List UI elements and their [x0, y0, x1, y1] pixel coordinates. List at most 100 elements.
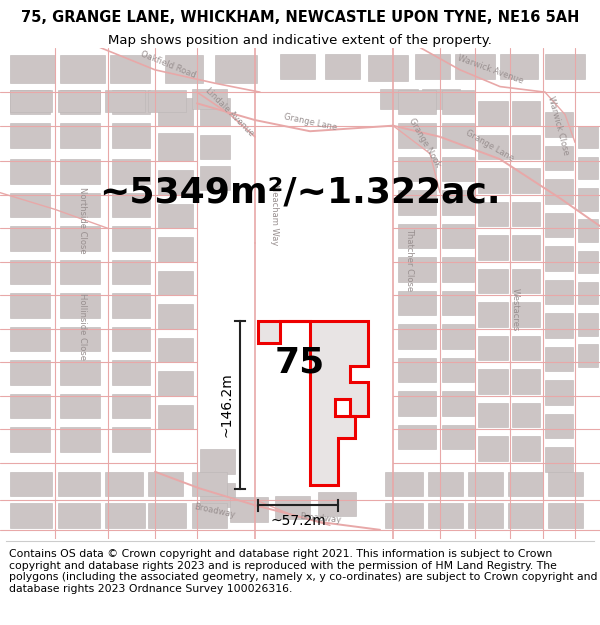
Bar	[508, 503, 543, 528]
Bar	[545, 347, 573, 371]
Text: ~5349m²/~1.322ac.: ~5349m²/~1.322ac.	[99, 176, 501, 209]
Bar	[10, 90, 50, 114]
Bar	[545, 246, 573, 271]
Bar	[58, 472, 100, 496]
Bar	[60, 226, 100, 251]
Text: 75, GRANGE LANE, WHICKHAM, NEWCASTLE UPON TYNE, NE16 5AH: 75, GRANGE LANE, WHICKHAM, NEWCASTLE UPO…	[21, 9, 579, 24]
Bar	[512, 269, 540, 293]
Text: Grange Nook: Grange Nook	[407, 116, 443, 169]
Bar	[398, 224, 436, 249]
Bar	[58, 503, 100, 528]
Bar	[10, 360, 50, 384]
Bar	[10, 226, 50, 251]
Bar	[10, 259, 50, 284]
Bar	[158, 238, 193, 262]
Bar	[512, 235, 540, 259]
Bar	[398, 324, 436, 349]
Bar	[512, 369, 540, 394]
Text: Map shows position and indicative extent of the property.: Map shows position and indicative extent…	[108, 34, 492, 48]
Bar	[158, 98, 193, 126]
Bar	[200, 483, 235, 508]
Bar	[578, 157, 598, 179]
Text: Westacres: Westacres	[511, 288, 520, 331]
Bar	[398, 191, 436, 215]
Bar	[578, 313, 598, 336]
Bar	[442, 258, 474, 282]
Bar	[468, 503, 503, 528]
Bar	[398, 358, 436, 382]
Bar	[10, 472, 52, 496]
Bar	[548, 503, 583, 528]
Bar	[478, 269, 508, 293]
Bar	[442, 324, 474, 349]
Bar	[442, 291, 474, 316]
Bar	[422, 89, 460, 109]
Bar	[545, 280, 573, 304]
Bar	[468, 472, 503, 496]
Bar	[385, 472, 423, 496]
Bar	[578, 251, 598, 273]
Bar	[478, 336, 508, 360]
Bar	[442, 425, 474, 449]
Bar	[545, 112, 573, 137]
Text: Contains OS data © Crown copyright and database right 2021. This information is : Contains OS data © Crown copyright and d…	[9, 549, 598, 594]
Text: Oakfield Road: Oakfield Road	[139, 49, 197, 79]
Bar	[10, 503, 52, 528]
Bar	[10, 159, 50, 184]
Bar	[112, 159, 150, 184]
Bar	[512, 436, 540, 461]
Bar	[478, 101, 508, 126]
Bar	[398, 90, 436, 114]
Bar	[10, 293, 50, 318]
Bar	[398, 391, 436, 416]
Bar	[200, 98, 230, 126]
Bar	[58, 90, 100, 112]
Bar	[545, 213, 573, 238]
Bar	[158, 405, 193, 429]
Bar	[10, 327, 50, 351]
Text: Grange Lane: Grange Lane	[283, 112, 337, 132]
Bar	[442, 123, 474, 148]
Bar	[10, 56, 55, 83]
Bar	[112, 327, 150, 351]
Bar	[512, 134, 540, 159]
Bar	[60, 192, 100, 218]
Bar	[60, 427, 100, 452]
Bar	[325, 54, 360, 79]
Bar	[105, 503, 145, 528]
Bar	[478, 302, 508, 327]
Text: Northside Close: Northside Close	[77, 188, 86, 254]
Bar	[512, 168, 540, 192]
Bar	[112, 427, 150, 452]
Bar	[385, 503, 423, 528]
Bar	[512, 202, 540, 226]
Bar	[110, 56, 150, 83]
Bar	[545, 146, 573, 170]
Bar	[200, 166, 230, 191]
Bar	[230, 498, 268, 522]
Bar	[578, 344, 598, 367]
Bar	[478, 168, 508, 192]
Bar	[545, 54, 585, 79]
Bar	[545, 380, 573, 405]
Bar	[478, 402, 508, 427]
Bar	[158, 338, 193, 362]
Bar	[158, 134, 193, 161]
Text: Warwick Avenue: Warwick Avenue	[456, 54, 524, 86]
Bar	[398, 123, 436, 148]
Bar	[158, 170, 193, 195]
Bar	[10, 123, 50, 148]
Bar	[60, 90, 100, 114]
Text: 75: 75	[275, 346, 325, 379]
Bar	[148, 472, 183, 496]
Bar	[192, 472, 227, 496]
Bar	[512, 101, 540, 126]
Bar	[112, 90, 150, 114]
Bar	[280, 54, 315, 79]
Bar	[60, 259, 100, 284]
Bar	[275, 496, 310, 519]
Bar	[442, 90, 474, 114]
Bar	[428, 472, 463, 496]
Bar	[398, 258, 436, 282]
Bar	[148, 503, 186, 528]
